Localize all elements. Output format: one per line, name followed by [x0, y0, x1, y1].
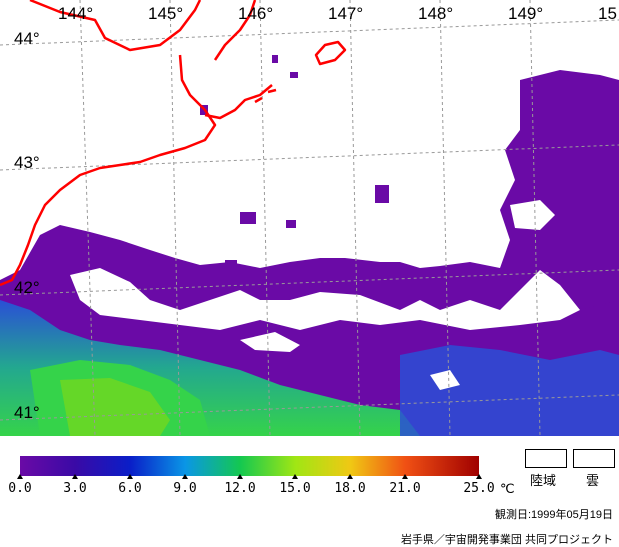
scale-tick-label: 25.0: [463, 481, 495, 496]
cold-speck-2: [375, 185, 389, 203]
kunashiri-island: [204, 84, 273, 120]
coastline: [0, 0, 347, 287]
hokkaido-coast: [0, 0, 217, 287]
cold-speck-5: [290, 72, 298, 78]
scale-tick-label: 21.0: [389, 481, 421, 496]
cloud-patch-3: [510, 200, 555, 230]
scale-tick-label: 18.0: [334, 481, 366, 496]
land-label: 陸域: [530, 473, 557, 488]
scale-tick-label: 12.0: [224, 481, 256, 496]
legend: 0.0 3.0 6.0 9.0 12.0 15.0 18.0 21.0 25.0…: [0, 436, 619, 546]
etorofu-speck: [267, 88, 277, 94]
unit-label: ℃: [500, 481, 515, 496]
cloud-patch-1: [70, 268, 580, 330]
cold-speck-7: [225, 260, 237, 270]
scale-tick-label: 15.0: [279, 481, 311, 496]
scale-tick-label: 6.0: [118, 481, 142, 496]
scale-tick: [182, 474, 188, 479]
cold-speck-1: [240, 212, 256, 224]
scale-tick: [476, 474, 482, 479]
scale-tick: [17, 474, 23, 479]
graticule: [0, 0, 619, 436]
scale-tick: [72, 474, 78, 479]
observation-date: 観測日:1999年05月19日: [495, 509, 613, 521]
cold-speck-3: [286, 220, 296, 228]
cloud-label: 雲: [586, 473, 600, 488]
shikotan-island: [314, 40, 347, 66]
lon-label: 146°: [238, 4, 273, 23]
scale-tick-label: 9.0: [173, 481, 197, 496]
cloud-swatch: [573, 449, 615, 468]
scale-tick: [347, 474, 353, 479]
scale-tick: [402, 474, 408, 479]
scale-tick: [127, 474, 133, 479]
lat-label: 44°: [14, 29, 40, 48]
shiretoko-peninsula: [213, 0, 257, 61]
lat-label: 43°: [14, 153, 40, 172]
cold-speck-4: [272, 55, 278, 63]
cloud-patch-2: [240, 332, 300, 352]
scale-tick-label: 3.0: [63, 481, 87, 496]
sst-map-panel: 44° 43° 42° 41° 144° 145° 146° 147° 148°…: [0, 0, 619, 436]
scale-tick: [292, 474, 298, 479]
mid-water-region: [400, 345, 619, 436]
lon-label: 149°: [508, 4, 543, 23]
scale-tick: [237, 474, 243, 479]
lat-label: 42°: [14, 278, 40, 297]
habomai-islet: [254, 96, 263, 104]
scale-tick-label: 0.0: [8, 481, 32, 496]
cold-water-east: [520, 70, 619, 310]
sst-map: 44° 43° 42° 41° 144° 145° 146° 147° 148°…: [0, 0, 619, 436]
yellow-green-patch: [60, 378, 170, 436]
lon-label: 148°: [418, 4, 453, 23]
color-scale-bar: [20, 456, 479, 476]
cloud-patch-4: [430, 370, 460, 390]
lon-label: 15: [598, 4, 617, 23]
credit-text: 岩手県／宇宙開発事業団 共同プロジェクト: [400, 534, 613, 546]
lon-label: 147°: [328, 4, 363, 23]
lon-label: 145°: [148, 4, 183, 23]
land-swatch: [525, 449, 567, 468]
lat-label: 41°: [14, 403, 40, 422]
lon-label: 144°: [58, 4, 93, 23]
